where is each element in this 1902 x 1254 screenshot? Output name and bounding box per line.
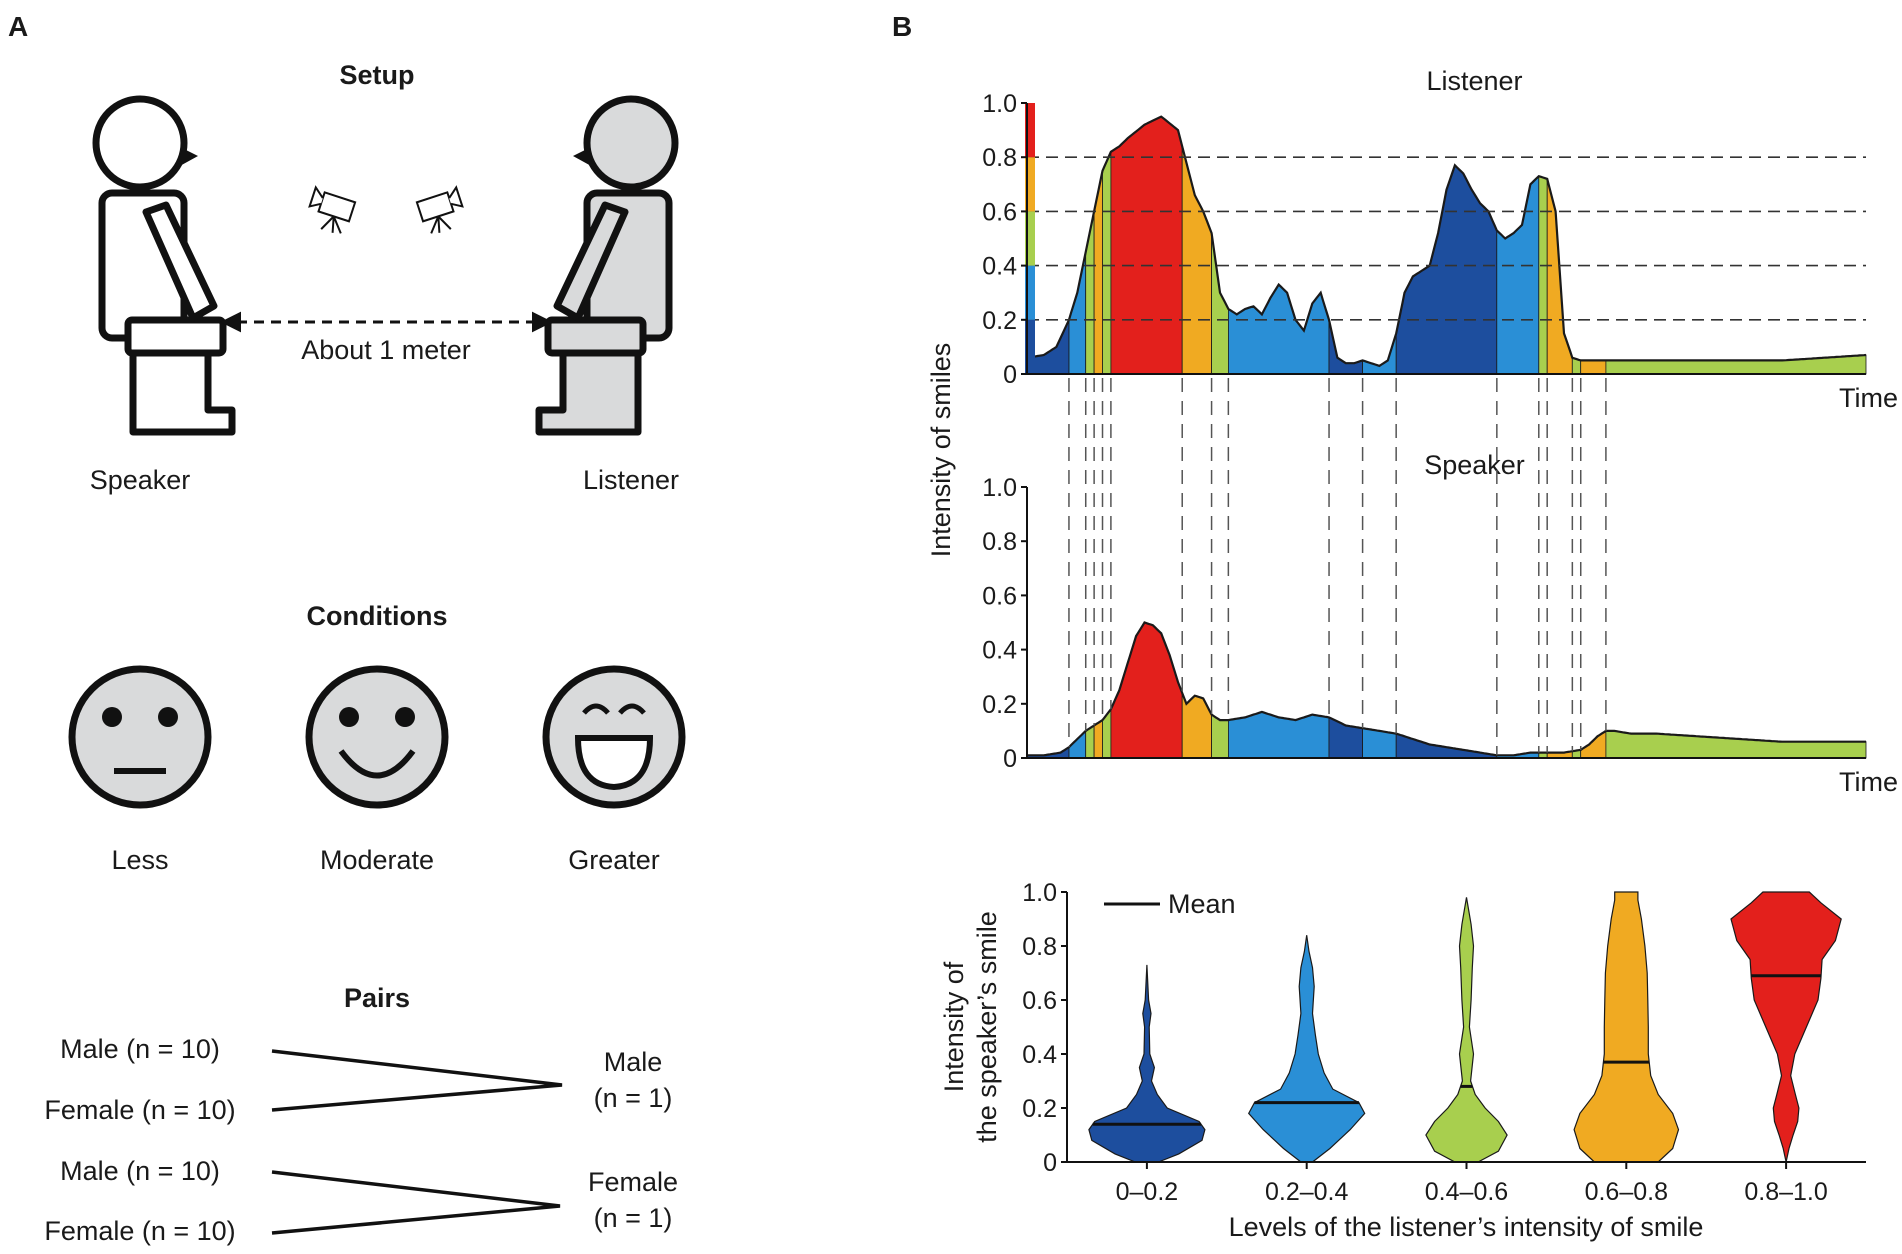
moderate-face-icon [305,665,449,809]
series-line [1027,621,1866,757]
y-tick-label: 0.8 [1022,933,1057,961]
camera-icon [415,185,464,234]
y-tick-label: 0.2 [1022,1095,1057,1123]
panel-b-letter: B [892,11,912,42]
y-axis-label: Intensity of [939,961,969,1092]
x-axis-label: Time [1839,767,1898,797]
y-tick-label: 0.2 [982,691,1017,719]
area-segment [1580,730,1607,759]
area-segment [1538,175,1548,375]
listener-chart: 0 0.2 0.4 0.6 0.8 1.0 Listener Time [982,66,1898,413]
pair-left-label: Male (n = 10) [60,1034,220,1064]
y-tick-label: 0.4 [982,637,1017,665]
camera-icon [308,185,357,234]
speaker-chart: 0 0.2 0.4 0.6 0.8 1.0 Speaker Time [982,450,1898,797]
y-tick-label: 0.2 [982,307,1017,335]
pair-right-label: Female [588,1167,678,1197]
y-tick-label: 0.8 [982,528,1017,556]
pairs-title: Pairs [344,983,410,1013]
y-tick-label: 0.4 [1022,1041,1057,1069]
area-segment [1395,733,1498,759]
pair-right-count: (n = 1) [594,1203,673,1233]
y-tick-label: 0.6 [982,582,1017,610]
x-tick-label: 0–0.2 [1116,1178,1179,1206]
y-tick-label: 0.6 [982,198,1017,226]
area-segment [1102,708,1112,759]
x-axis-label: Time [1839,383,1898,413]
y-axis-label: the speaker’s smile [972,911,1002,1143]
pair-left-label: Male (n = 10) [60,1156,220,1186]
greater-face-icon [542,665,686,809]
area-segment [1102,151,1112,375]
area-segment [1110,116,1183,375]
area-segment [1580,360,1607,375]
panel-a-letter: A [8,11,28,42]
distance-label: About 1 meter [301,335,471,365]
y-tick-label: 1.0 [982,474,1017,502]
condition-label-moderate: Moderate [320,845,434,875]
area-segment [1362,333,1397,375]
speaker-nose-icon [178,148,198,167]
x-axis-label: Levels of the listener’s intensity of sm… [1229,1212,1704,1242]
listener-figure [535,95,679,436]
series-line [1026,115,1867,368]
x-tick-label: 0.4–0.6 [1425,1178,1508,1206]
legend-mean-label: Mean [1168,889,1236,919]
segment-connector-lines [1068,378,1607,756]
pair-lines [271,1049,563,1235]
violin-shape [1425,897,1508,1163]
speaker-figure [92,95,236,436]
x-tick-label: 0.8–1.0 [1744,1178,1827,1206]
chart-title: Speaker [1424,450,1525,480]
setup-title: Setup [339,60,414,90]
pair-left-label: Female (n = 10) [44,1216,235,1246]
pair-right-label: Male [604,1047,663,1077]
y-tick-label: 0 [1003,361,1017,389]
area-segment [1228,711,1330,759]
area-segment [1181,146,1212,375]
violin-shape [1088,964,1206,1163]
y-tick-label: 0 [1043,1149,1057,1177]
y-tick-label: 1.0 [982,90,1017,118]
condition-label-greater: Greater [568,845,660,875]
condition-label-less: Less [111,845,168,875]
area-segment [1395,164,1498,375]
violin-shape [1247,935,1366,1163]
x-tick-label: 0.6–0.8 [1585,1178,1668,1206]
area-segment [1228,283,1330,375]
listener-label: Listener [583,465,679,495]
x-tick-label: 0.2–0.4 [1265,1178,1349,1206]
level-color-key [1025,103,1035,158]
area-segment [1496,175,1540,375]
y-tick-label: 0.6 [1022,987,1057,1015]
less-face-icon [68,665,212,809]
y-tick-label: 0.4 [982,253,1017,281]
level-color-key [1025,319,1035,374]
y-tick-label: 1.0 [1022,879,1057,907]
pair-right-count: (n = 1) [594,1083,673,1113]
violin-shape [1730,891,1842,1163]
pair-left-label: Female (n = 10) [44,1095,235,1125]
speaker-label: Speaker [90,465,191,495]
level-color-key [1025,211,1035,266]
area-segment [1328,716,1363,759]
listener-nose-icon [573,148,593,167]
violin-chart: 0–0.2 0.2–0.4 0.4–0.6 0.6–0.8 0.8–1.0 0 0.2 0.4… [939,879,1866,1242]
violin-shape [1573,891,1680,1163]
area-segment [1605,730,1867,759]
level-color-key [1025,265,1035,320]
timeseries-y-axis-label: Intensity of smiles [926,343,956,558]
area-segment [1110,622,1183,759]
y-tick-label: 0.8 [982,144,1017,172]
conditions-title: Conditions [307,601,448,631]
y-tick-label: 0 [1003,745,1017,773]
chart-title: Listener [1426,66,1522,96]
level-color-key [1025,157,1035,212]
